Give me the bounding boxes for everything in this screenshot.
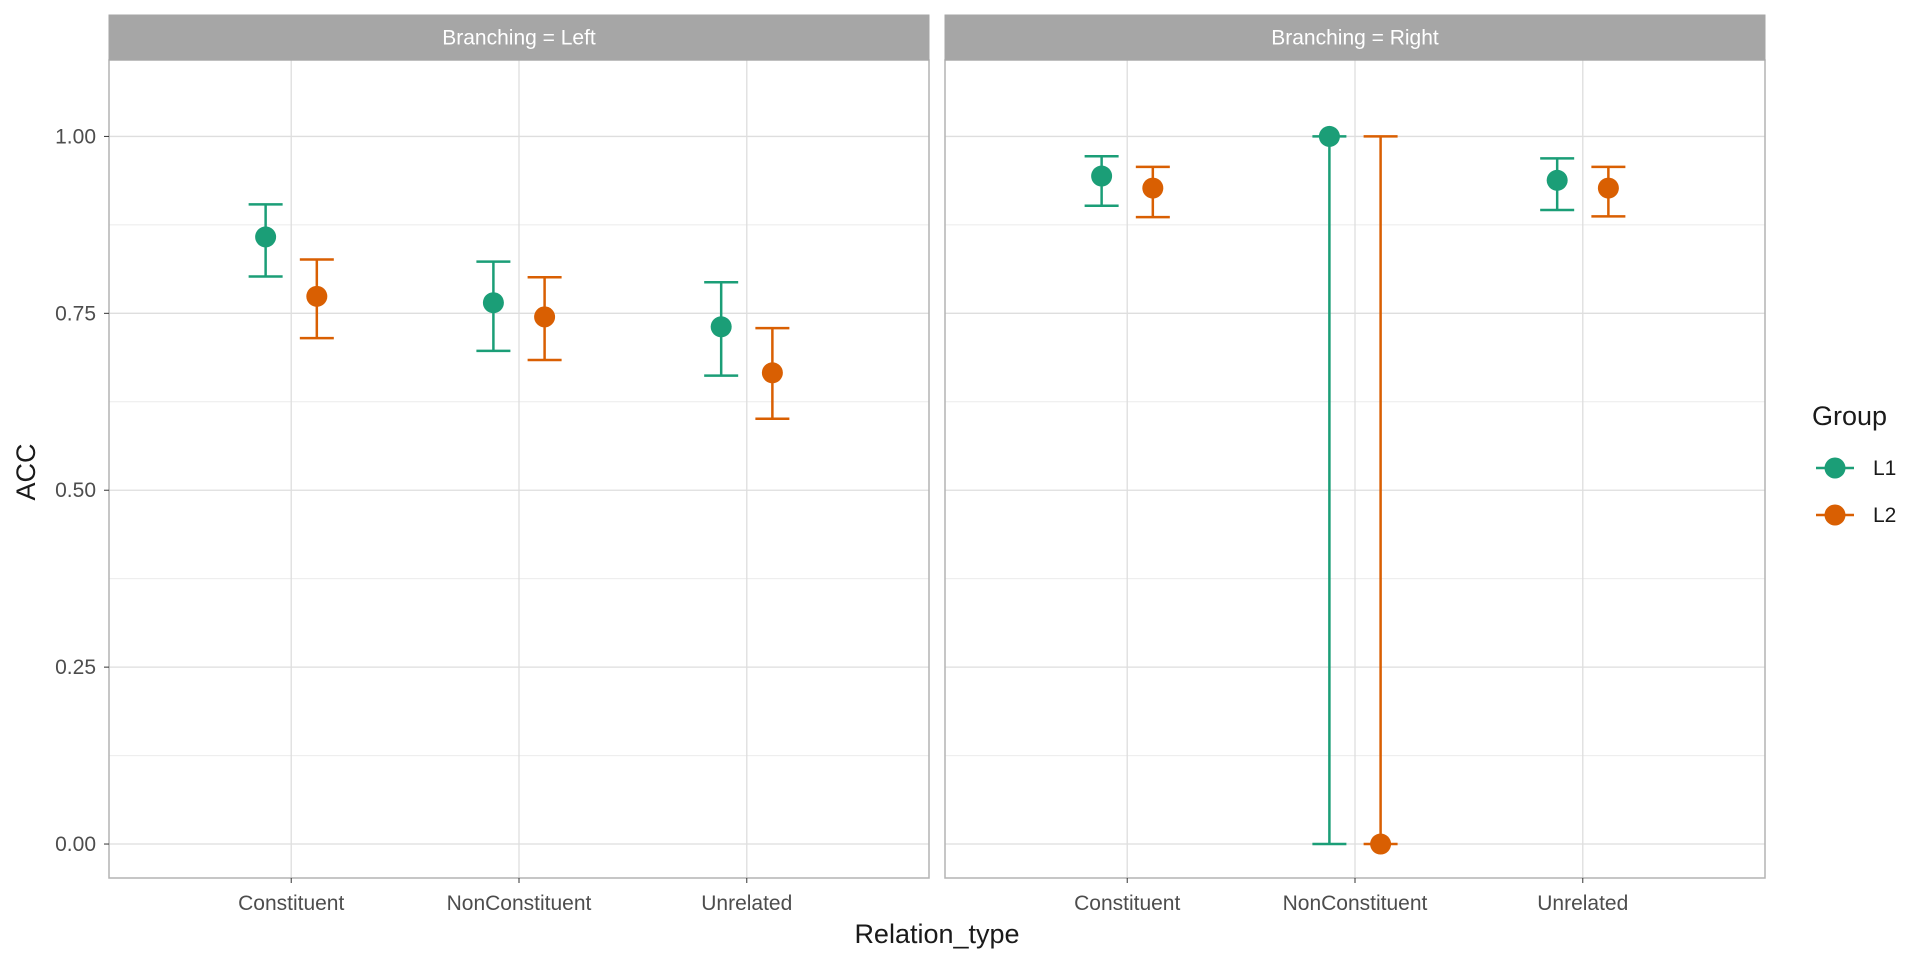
legend-key-point: [1824, 504, 1846, 526]
y-tick-label: 0.75: [55, 302, 96, 325]
legend-entry-L2: L2: [1816, 504, 1896, 527]
x-tick-label: NonConstituent: [1283, 892, 1428, 915]
data-point: [1370, 833, 1392, 855]
x-tick-label: Unrelated: [701, 892, 792, 915]
data-point: [482, 292, 504, 314]
data-point: [1597, 177, 1619, 199]
x-tick-label: Constituent: [1074, 892, 1180, 915]
data-point: [306, 285, 328, 307]
y-tick-label: 0.25: [55, 656, 96, 679]
facet-strip-label: Branching = Right: [1271, 27, 1439, 50]
facet-panel-2: Branching = Right Constituent NonConstitue…: [944, 14, 1766, 915]
data-point: [1546, 169, 1568, 191]
x-tick-label: Unrelated: [1537, 892, 1628, 915]
legend-label: L1: [1873, 457, 1896, 480]
legend-entry-L1: L1: [1816, 457, 1896, 480]
facet-strip: [944, 14, 1766, 61]
series-L2: [1135, 135, 1626, 855]
y-axis: 0.00 0.25 0.50 0.75 1.00: [55, 125, 109, 856]
legend-key-point: [1824, 457, 1846, 479]
x-tick-label: NonConstituent: [447, 892, 592, 915]
legend-label: L2: [1873, 504, 1896, 527]
series-L1: [248, 203, 739, 377]
y-tick-label: 1.00: [55, 125, 96, 148]
data-point: [761, 362, 783, 384]
facet-strip-label: Branching = Left: [442, 27, 596, 50]
panels: Branching = Left Constituent NonConstituen…: [55, 14, 1766, 915]
facet-panel-1: Branching = Left Constituent NonConstituen…: [108, 14, 930, 915]
x-axis-title: Relation_type: [854, 919, 1019, 949]
x-tick-label: Constituent: [238, 892, 344, 915]
series-L1: [1084, 125, 1575, 846]
data-point: [710, 316, 732, 338]
series-L2: [299, 258, 790, 421]
data-point: [255, 226, 277, 248]
y-axis-title: ACC: [11, 443, 41, 500]
legend-entries: L1 L2: [1816, 457, 1896, 527]
data-point: [534, 306, 556, 328]
legend: Group L1 L2: [1812, 401, 1896, 527]
facet-strip: [108, 14, 930, 61]
y-tick-label: 0.00: [55, 833, 96, 856]
legend-title: Group: [1812, 401, 1887, 431]
data-point: [1142, 177, 1164, 199]
data-point: [1318, 125, 1340, 147]
y-tick-label: 0.50: [55, 479, 96, 502]
data-point: [1091, 165, 1113, 187]
